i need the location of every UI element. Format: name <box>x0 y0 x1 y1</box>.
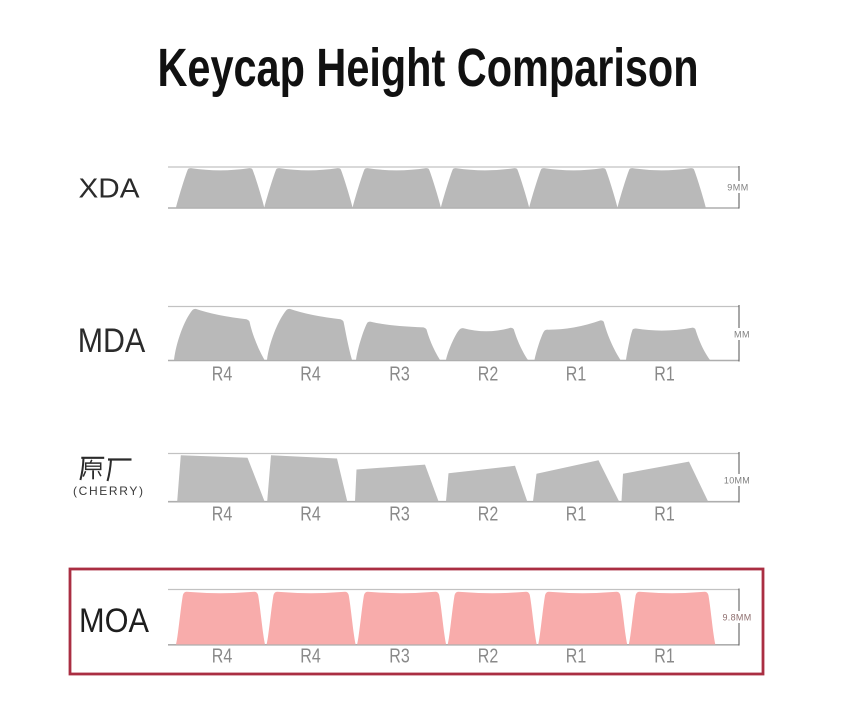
svg-text:R2: R2 <box>478 504 499 526</box>
svg-text:R3: R3 <box>389 364 410 386</box>
svg-text:10MM: 10MM <box>724 476 750 486</box>
svg-text:R4: R4 <box>300 364 321 386</box>
svg-text:9MM: 9MM <box>727 183 749 193</box>
svg-text:R4: R4 <box>300 646 321 668</box>
svg-text:R4: R4 <box>212 504 233 526</box>
svg-text:MOA: MOA <box>79 602 149 640</box>
svg-text:MM: MM <box>734 330 750 340</box>
svg-text:MDA: MDA <box>78 322 146 360</box>
svg-text:R4: R4 <box>300 504 321 526</box>
svg-text:9.8MM: 9.8MM <box>722 613 751 623</box>
svg-text:R1: R1 <box>566 646 587 668</box>
svg-text:(CHERRY): (CHERRY) <box>73 484 143 498</box>
svg-text:XDA: XDA <box>79 173 140 204</box>
svg-text:R4: R4 <box>212 364 233 386</box>
svg-text:R1: R1 <box>654 646 675 668</box>
svg-text:R2: R2 <box>478 646 499 668</box>
svg-text:R3: R3 <box>389 504 410 526</box>
svg-text:R3: R3 <box>389 646 410 668</box>
svg-text:R1: R1 <box>654 504 675 526</box>
svg-text:R1: R1 <box>566 504 587 526</box>
svg-text:Keycap Height Comparison: Keycap Height Comparison <box>158 38 699 98</box>
svg-text:R1: R1 <box>654 364 675 386</box>
svg-text:R4: R4 <box>212 646 233 668</box>
svg-text:R1: R1 <box>566 364 587 386</box>
svg-text:R2: R2 <box>478 364 499 386</box>
